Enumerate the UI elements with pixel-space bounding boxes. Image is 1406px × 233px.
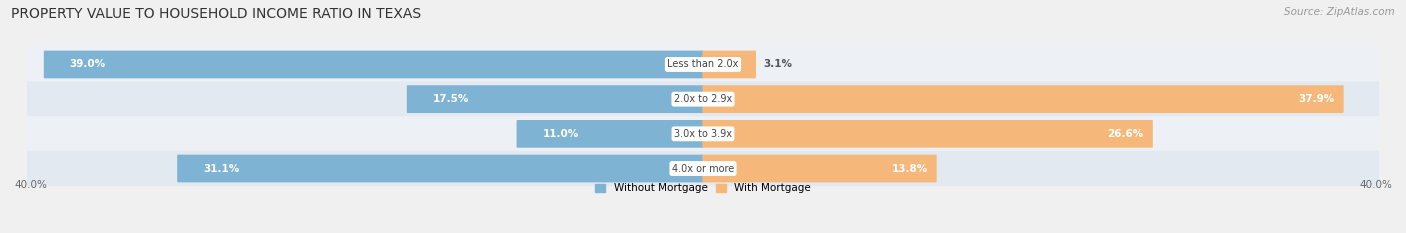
FancyBboxPatch shape <box>703 51 756 78</box>
Text: 31.1%: 31.1% <box>204 164 239 174</box>
Legend: Without Mortgage, With Mortgage: Without Mortgage, With Mortgage <box>595 183 811 193</box>
FancyBboxPatch shape <box>27 47 1379 82</box>
Text: 40.0%: 40.0% <box>14 180 46 190</box>
FancyBboxPatch shape <box>27 82 1379 117</box>
FancyBboxPatch shape <box>27 116 1379 151</box>
FancyBboxPatch shape <box>177 155 703 182</box>
Text: 2.0x to 2.9x: 2.0x to 2.9x <box>673 94 733 104</box>
FancyBboxPatch shape <box>44 51 703 78</box>
Text: 17.5%: 17.5% <box>433 94 470 104</box>
Text: 26.6%: 26.6% <box>1108 129 1143 139</box>
Text: Less than 2.0x: Less than 2.0x <box>668 59 738 69</box>
Text: 3.1%: 3.1% <box>763 59 793 69</box>
Text: 11.0%: 11.0% <box>543 129 579 139</box>
Text: PROPERTY VALUE TO HOUSEHOLD INCOME RATIO IN TEXAS: PROPERTY VALUE TO HOUSEHOLD INCOME RATIO… <box>11 7 422 21</box>
FancyBboxPatch shape <box>703 155 936 182</box>
Text: 39.0%: 39.0% <box>70 59 105 69</box>
FancyBboxPatch shape <box>703 120 1153 148</box>
FancyBboxPatch shape <box>703 85 1344 113</box>
Text: 13.8%: 13.8% <box>891 164 928 174</box>
Text: 4.0x or more: 4.0x or more <box>672 164 734 174</box>
FancyBboxPatch shape <box>27 151 1379 186</box>
Text: 37.9%: 37.9% <box>1298 94 1334 104</box>
FancyBboxPatch shape <box>406 85 703 113</box>
Text: 40.0%: 40.0% <box>1360 180 1392 190</box>
Text: Source: ZipAtlas.com: Source: ZipAtlas.com <box>1284 7 1395 17</box>
FancyBboxPatch shape <box>516 120 703 148</box>
Text: 3.0x to 3.9x: 3.0x to 3.9x <box>673 129 733 139</box>
